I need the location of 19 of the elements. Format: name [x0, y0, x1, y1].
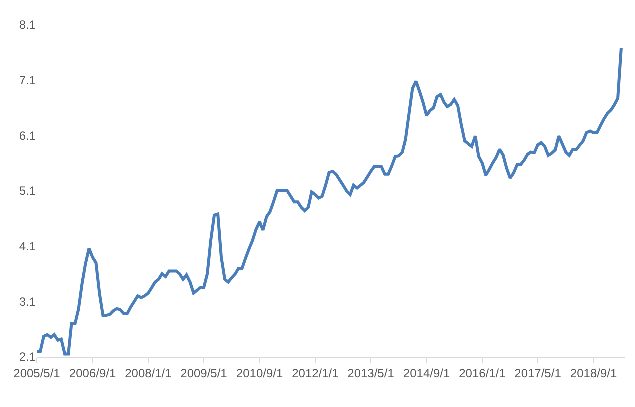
y-tick-label: 4.1 [19, 240, 36, 254]
y-tick-label: 2.1 [19, 350, 36, 364]
x-tick-label: 2005/5/1 [14, 366, 61, 380]
y-tick-label: 3.1 [19, 294, 36, 309]
x-tick-label: 2014/9/1 [403, 366, 450, 380]
line-series [37, 46, 623, 356]
y-tick-label: 5.1 [19, 184, 36, 198]
x-tick-label: 2009/5/1 [180, 366, 228, 380]
y-tick-label: 7.1 [19, 74, 36, 88]
x-tick-label: 2017/5/1 [514, 366, 562, 380]
y-tick-label: 8.1 [19, 18, 36, 32]
x-tick-label: 2010/9/1 [236, 366, 284, 380]
x-tick-label: 2006/9/1 [69, 366, 116, 380]
x-tick-label: 2016/1/1 [459, 366, 506, 380]
x-tick-label: 2008/1/1 [125, 366, 172, 380]
x-tick-label: 2012/1/1 [292, 366, 340, 380]
y-tick-label: 6.1 [19, 128, 36, 143]
x-tick-label: 2013/5/1 [348, 366, 395, 380]
x-tick-label: 2018/9/1 [570, 366, 618, 380]
